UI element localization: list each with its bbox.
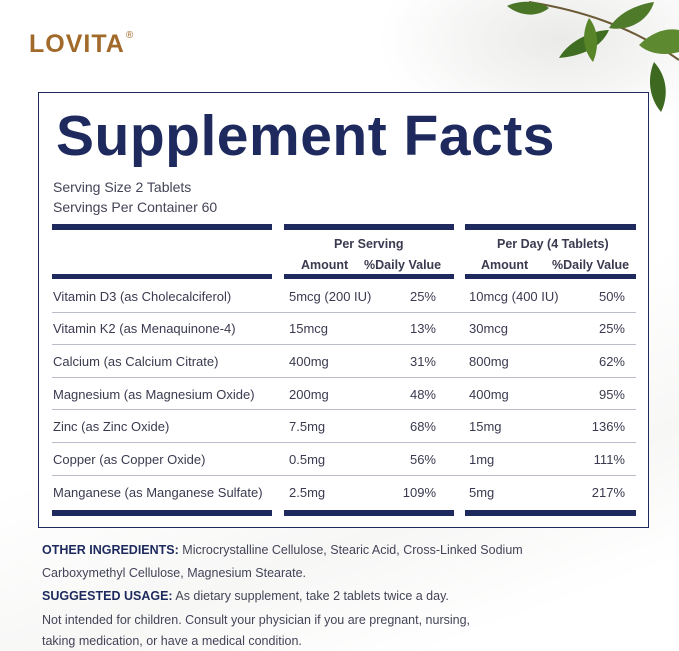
header-rule	[284, 274, 454, 279]
nutrient-name: Magnesium (as Magnesium Oxide)	[53, 387, 255, 402]
serving-daily-value: 13%	[409, 321, 436, 336]
row-divider	[52, 377, 636, 378]
serving-daily-value: 48%	[409, 387, 436, 402]
serving-amount: 400mg	[289, 354, 329, 369]
row-divider	[52, 409, 636, 410]
header-rule	[284, 224, 454, 230]
other-ingredients-text: Microcrystalline Cellulose, Stearic Acid…	[178, 543, 523, 557]
day-amount: 800mg	[469, 354, 509, 369]
day-daily-value: 111%	[593, 452, 625, 467]
serving-daily-value: 56%	[409, 452, 436, 467]
warning-line-1: Not intended for children. Consult your …	[42, 613, 471, 627]
serving-size: Serving Size 2 Tablets	[53, 179, 192, 195]
nutrient-name: Copper (as Copper Oxide)	[53, 452, 206, 467]
footer-rule	[465, 510, 636, 516]
day-amount: 1mg	[469, 452, 495, 467]
day-amount: 30mcg	[469, 321, 509, 336]
day-amount: 10mcg (400 IU)	[469, 289, 559, 304]
day-amount: 5mg	[469, 485, 495, 500]
footer-rule	[52, 510, 272, 516]
row-divider	[52, 475, 636, 476]
panel-title: Supplement Facts	[56, 104, 555, 168]
per-day-header: Per Day (4 Tablets)	[497, 237, 609, 251]
suggested-usage-label: SUGGESTED USAGE:	[42, 589, 173, 603]
suggested-usage-text: As dietary supplement, take 2 tablets tw…	[172, 589, 449, 603]
nutrient-name: Calcium (as Calcium Citrate)	[53, 354, 219, 369]
amount-header: Amount	[481, 258, 529, 272]
header-rule	[465, 274, 636, 279]
warning-line-2: taking medication, or have a medical con…	[42, 634, 302, 648]
daily-value-header: %Daily Value	[364, 258, 442, 272]
serving-amount: 5mcg (200 IU)	[289, 289, 372, 304]
other-ingredients: OTHER INGREDIENTS: Microcrystalline Cell…	[42, 543, 523, 557]
supplement-facts-panel	[38, 92, 649, 528]
day-amount: 15mg	[469, 419, 502, 434]
day-daily-value: 62%	[598, 354, 625, 369]
nutrient-name: Vitamin K2 (as Menaquinone-4)	[53, 321, 236, 336]
day-daily-value: 25%	[598, 321, 625, 336]
brand-logo: LOVITA®	[29, 30, 135, 58]
other-ingredients-label: OTHER INGREDIENTS:	[42, 543, 179, 557]
servings-per-container: Servings Per Container 60	[53, 199, 218, 215]
suggested-usage: SUGGESTED USAGE: As dietary supplement, …	[42, 589, 449, 603]
serving-amount: 0.5mg	[289, 452, 326, 467]
day-daily-value: 136%	[591, 419, 625, 434]
serving-daily-value: 109%	[402, 485, 436, 500]
per-serving-header: Per Serving	[334, 237, 404, 251]
day-daily-value: 50%	[598, 289, 625, 304]
day-daily-value: 95%	[598, 387, 625, 402]
serving-daily-value: 25%	[409, 289, 436, 304]
serving-daily-value: 31%	[409, 354, 436, 369]
footer-rule	[284, 510, 454, 516]
day-daily-value: 217%	[591, 485, 625, 500]
serving-amount: 15mcg	[289, 321, 329, 336]
other-ingredients-continued: Carboxymethyl Cellulose, Magnesium Stear…	[42, 566, 307, 580]
nutrient-name: Vitamin D3 (as Cholecalciferol)	[53, 289, 232, 304]
daily-value-header: %Daily Value	[552, 258, 630, 272]
nutrient-name: Zinc (as Zinc Oxide)	[53, 419, 170, 434]
row-divider	[52, 442, 636, 443]
serving-amount: 2.5mg	[289, 485, 326, 500]
row-divider	[52, 312, 636, 313]
day-amount: 400mg	[469, 387, 509, 402]
serving-amount: 200mg	[289, 387, 329, 402]
row-divider	[52, 344, 636, 345]
header-rule	[465, 224, 636, 230]
leaves-decoration	[507, 1, 679, 112]
serving-daily-value: 68%	[409, 419, 436, 434]
serving-amount: 7.5mg	[289, 419, 326, 434]
nutrient-name: Manganese (as Manganese Sulfate)	[53, 485, 263, 500]
amount-header: Amount	[301, 258, 349, 272]
header-rule	[52, 274, 272, 279]
header-rule	[52, 224, 272, 230]
